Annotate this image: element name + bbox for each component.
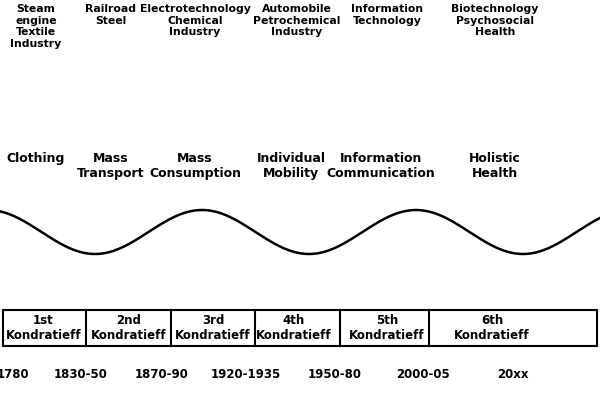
Text: Mass
Consumption: Mass Consumption: [149, 152, 241, 180]
Text: Information
Technology: Information Technology: [351, 4, 423, 26]
Text: 2nd
Kondratieff: 2nd Kondratieff: [91, 314, 167, 342]
Text: Biotechnology
Psychosocial
Health: Biotechnology Psychosocial Health: [451, 4, 539, 37]
Text: Railroad
Steel: Railroad Steel: [86, 4, 137, 26]
Text: Automobile
Petrochemical
Industry: Automobile Petrochemical Industry: [253, 4, 341, 37]
Text: 1920-1935: 1920-1935: [211, 368, 281, 380]
Text: 3rd
Kondratieff: 3rd Kondratieff: [175, 314, 251, 342]
Text: 6th
Kondratieff: 6th Kondratieff: [454, 314, 530, 342]
Text: 2000-05: 2000-05: [396, 368, 450, 380]
Text: 20xx: 20xx: [497, 368, 529, 380]
Text: 4th
Kondratieff: 4th Kondratieff: [256, 314, 332, 342]
Text: Steam
engine
Textile
Industry: Steam engine Textile Industry: [10, 4, 62, 49]
Text: Holistic
Health: Holistic Health: [469, 152, 521, 180]
Text: 1950-80: 1950-80: [308, 368, 362, 380]
Text: 1870-90: 1870-90: [135, 368, 189, 380]
Text: Individual
Mobility: Individual Mobility: [257, 152, 325, 180]
Text: 1830-50: 1830-50: [54, 368, 108, 380]
Text: Information
Communication: Information Communication: [326, 152, 436, 180]
Text: Electrotechnology
Chemical
Industry: Electrotechnology Chemical Industry: [140, 4, 250, 37]
Text: 1780: 1780: [0, 368, 29, 380]
Text: 1st
Kondratieff: 1st Kondratieff: [5, 314, 81, 342]
Text: 5th
Kondratieff: 5th Kondratieff: [349, 314, 425, 342]
Text: Clothing: Clothing: [7, 152, 65, 165]
Text: Mass
Transport: Mass Transport: [77, 152, 145, 180]
